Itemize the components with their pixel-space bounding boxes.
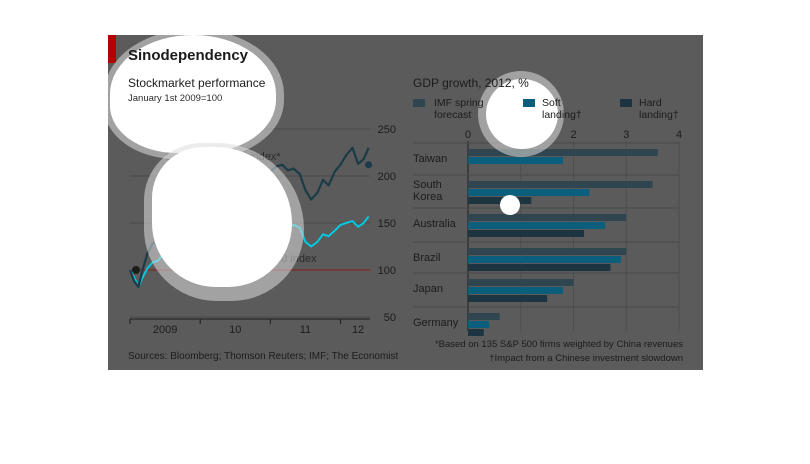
bar-hard bbox=[468, 264, 611, 271]
footnote-1: *Based on 135 S&P 500 firms weighted by … bbox=[434, 339, 683, 350]
x-tick-label-left: 12 bbox=[352, 324, 364, 336]
bar-imf bbox=[468, 248, 627, 255]
bar-soft bbox=[468, 287, 563, 294]
y-tick-label-left: 100 bbox=[378, 265, 396, 277]
bar-imf bbox=[468, 214, 627, 221]
y-tick-label-left: 150 bbox=[378, 218, 396, 230]
left-subtitle: Stockmarket performance bbox=[128, 76, 266, 90]
legend-label-imf: IMF spring forecast bbox=[434, 97, 484, 121]
highlight-blob bbox=[486, 79, 558, 149]
bar-imf bbox=[468, 313, 500, 320]
bar-hard bbox=[468, 329, 484, 336]
category-label: Germany bbox=[413, 317, 459, 329]
y-tick-label-left: 200 bbox=[378, 171, 396, 183]
bar-imf bbox=[468, 279, 574, 286]
y-tick-label-left: 250 bbox=[378, 124, 396, 136]
x-tick-label-right: 4 bbox=[676, 129, 682, 141]
bar-hard bbox=[468, 230, 585, 237]
legend-label-hard: Hard landing† bbox=[639, 97, 679, 121]
right-title: GDP growth, 2012, % bbox=[413, 76, 529, 90]
bar-hard bbox=[468, 295, 548, 302]
category-label: Brazil bbox=[413, 252, 441, 264]
highlight-blob bbox=[110, 35, 276, 153]
x-tick-label-left: 11 bbox=[300, 324, 311, 336]
bar-imf bbox=[468, 149, 658, 156]
legend-swatch-hard bbox=[620, 99, 632, 107]
y-tick-label-left: 50 bbox=[384, 312, 396, 324]
x-tick-label-right: 2 bbox=[570, 129, 576, 141]
bar-soft bbox=[468, 222, 606, 229]
bar-soft bbox=[468, 321, 490, 328]
start-point-marker bbox=[132, 266, 140, 274]
bar-soft bbox=[468, 157, 563, 164]
legend-swatch-imf bbox=[413, 99, 425, 107]
left-note: January 1st 2009=100 bbox=[128, 93, 223, 104]
x-tick-label-right: 3 bbox=[623, 129, 629, 141]
legend-label-soft: Soft landing† bbox=[542, 97, 582, 121]
bar-hard bbox=[468, 197, 532, 204]
x-tick-label-right: 0 bbox=[465, 129, 471, 141]
bar-soft bbox=[468, 189, 590, 196]
x-tick-label-left: 10 bbox=[229, 324, 241, 336]
category-label: Japan bbox=[413, 283, 443, 295]
x-tick-label-left: 2009 bbox=[153, 324, 177, 336]
highlight-blob bbox=[152, 147, 292, 287]
category-label: Taiwan bbox=[413, 153, 447, 165]
legend-swatch-soft bbox=[523, 99, 535, 107]
chart-card: 501001502002502009101112Sinodependency i… bbox=[108, 35, 703, 370]
page-title: Sinodependency bbox=[128, 47, 249, 64]
category-label: Australia bbox=[413, 218, 457, 230]
end-point-marker bbox=[365, 161, 373, 169]
bar-soft bbox=[468, 256, 621, 263]
category-label: South Korea bbox=[413, 179, 443, 203]
bar-imf bbox=[468, 181, 653, 188]
red-tab bbox=[108, 35, 116, 63]
highlight-blob bbox=[500, 195, 520, 215]
sources-note: Sources: Bloomberg; Thomson Reuters; IMF… bbox=[128, 351, 399, 362]
footnote-2: †Impact from a Chinese investment slowdo… bbox=[489, 353, 683, 364]
